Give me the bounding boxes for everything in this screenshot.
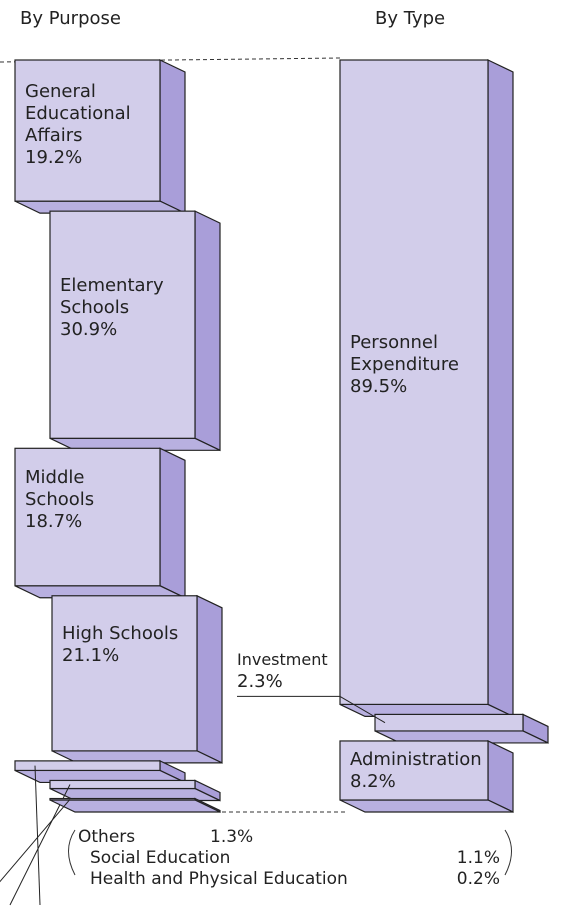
- bracket-right: [504, 829, 512, 876]
- value-label: 30.9%: [60, 318, 118, 340]
- legend-label: Health and Physical Education: [90, 869, 348, 889]
- bar-bottom: [49, 799, 221, 813]
- bar-segment: [14, 760, 161, 772]
- value-label: 2.3%: [237, 671, 283, 693]
- column-title: By Type: [375, 8, 446, 29]
- leader-line: [0, 798, 71, 883]
- leader-line: [339, 695, 386, 724]
- bar-segment: [49, 210, 196, 439]
- bar-segment: [339, 740, 489, 801]
- segment-label: Elementary Schools: [60, 274, 164, 318]
- segment-label: Middle Schools: [25, 467, 95, 511]
- value-label: 8.2%: [350, 770, 396, 792]
- segment-label: General Educational Affairs: [25, 80, 131, 146]
- segment-label: Personnel Expenditure: [350, 332, 459, 376]
- bar-segment: [49, 797, 196, 801]
- legend-label: Social Education: [90, 848, 231, 868]
- bar-segment: [374, 713, 524, 732]
- bar-segment: [49, 779, 196, 790]
- bar-segment: [51, 595, 198, 752]
- bar-side: [159, 59, 186, 215]
- column-title: By Purpose: [20, 8, 121, 29]
- bar-side: [194, 210, 221, 452]
- value-label: 19.2%: [25, 146, 83, 168]
- bar-segment: [14, 447, 161, 587]
- legend-label: Others: [78, 827, 136, 847]
- bar-side: [487, 59, 514, 718]
- bracket-left: [68, 829, 76, 876]
- legend-value: 1.3%: [210, 827, 254, 847]
- segment-label: High Schools: [62, 623, 179, 645]
- bar-bottom: [339, 799, 514, 813]
- value-label: 18.7%: [25, 511, 83, 533]
- bar-segment: [14, 59, 161, 202]
- bar-side: [196, 594, 223, 764]
- bar-side: [159, 447, 186, 599]
- segment-label: Administration: [350, 748, 482, 770]
- leader-line: [34, 765, 41, 906]
- segment-label: Investment: [237, 650, 328, 670]
- bar-segment: [339, 59, 489, 706]
- legend-value: 0.2%: [456, 869, 500, 889]
- legend-value: 1.1%: [456, 848, 500, 868]
- value-label: 21.1%: [62, 645, 120, 667]
- value-label: 89.5%: [350, 376, 408, 398]
